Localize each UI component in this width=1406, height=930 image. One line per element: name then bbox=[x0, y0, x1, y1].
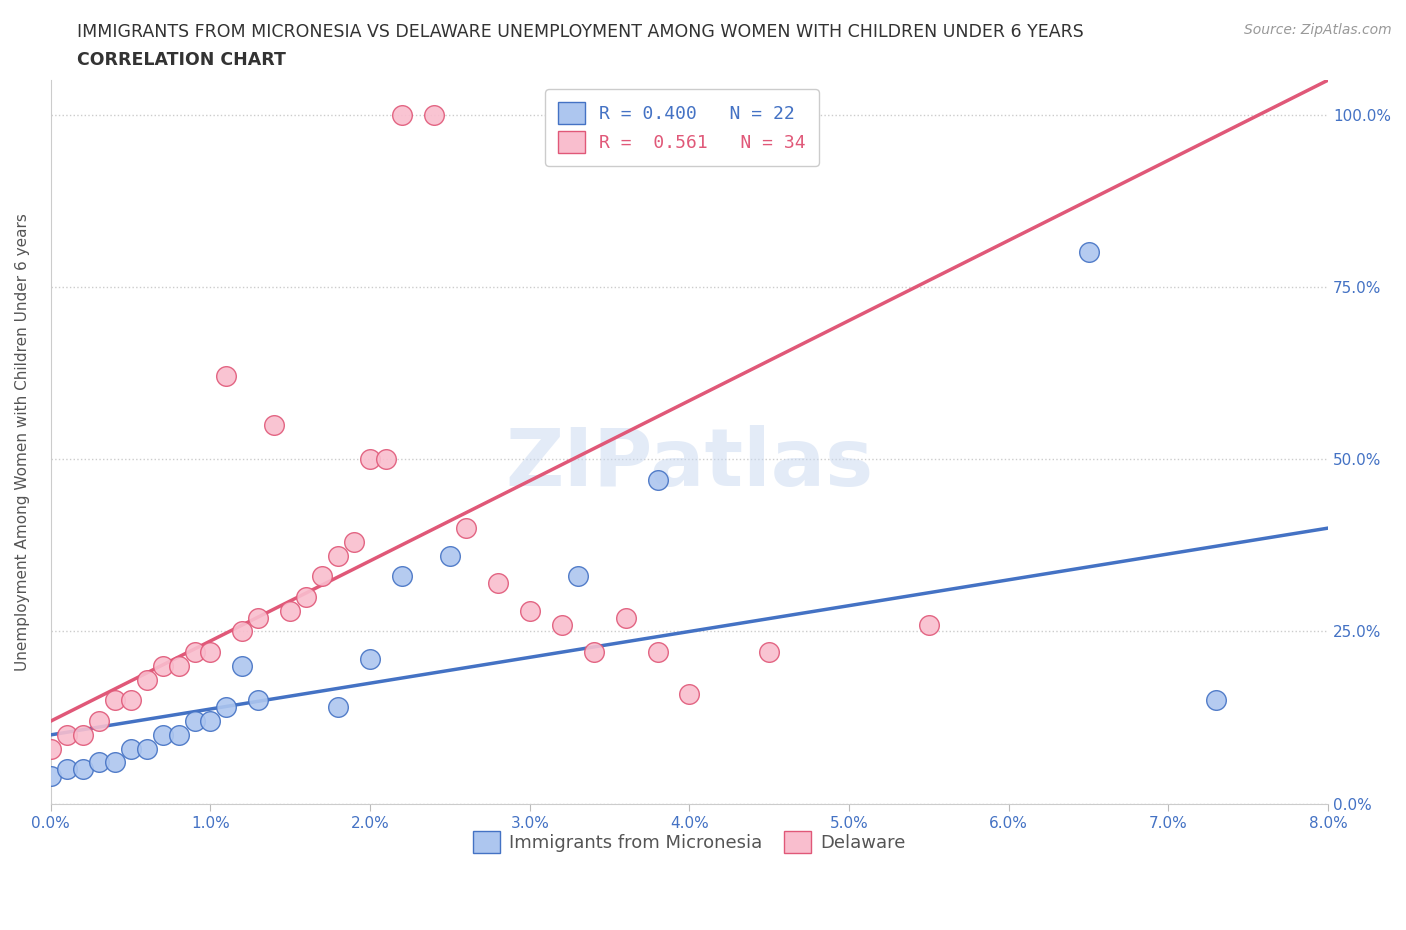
Point bbox=[758, 644, 780, 659]
Point bbox=[135, 672, 157, 687]
Point bbox=[359, 452, 381, 467]
Point bbox=[519, 604, 541, 618]
Point bbox=[247, 693, 270, 708]
Point bbox=[375, 452, 398, 467]
Point bbox=[104, 755, 127, 770]
Point bbox=[343, 535, 366, 550]
Text: IMMIGRANTS FROM MICRONESIA VS DELAWARE UNEMPLOYMENT AMONG WOMEN WITH CHILDREN UN: IMMIGRANTS FROM MICRONESIA VS DELAWARE U… bbox=[77, 23, 1084, 41]
Point bbox=[152, 658, 174, 673]
Point bbox=[200, 644, 222, 659]
Point bbox=[439, 548, 461, 563]
Point bbox=[1077, 245, 1099, 259]
Point bbox=[39, 741, 62, 756]
Point bbox=[87, 713, 110, 728]
Point bbox=[551, 618, 574, 632]
Point bbox=[167, 727, 190, 742]
Point bbox=[135, 741, 157, 756]
Text: ZIPatlas: ZIPatlas bbox=[505, 425, 873, 502]
Point bbox=[567, 569, 589, 584]
Point bbox=[678, 686, 700, 701]
Text: Source: ZipAtlas.com: Source: ZipAtlas.com bbox=[1244, 23, 1392, 37]
Point bbox=[423, 107, 446, 122]
Point bbox=[39, 769, 62, 784]
Point bbox=[72, 762, 94, 777]
Y-axis label: Unemployment Among Women with Children Under 6 years: Unemployment Among Women with Children U… bbox=[15, 213, 30, 671]
Point bbox=[231, 624, 253, 639]
Point bbox=[167, 658, 190, 673]
Point bbox=[647, 472, 669, 487]
Point bbox=[152, 727, 174, 742]
Point bbox=[183, 713, 205, 728]
Point bbox=[1205, 693, 1227, 708]
Point bbox=[72, 727, 94, 742]
Point bbox=[104, 693, 127, 708]
Text: CORRELATION CHART: CORRELATION CHART bbox=[77, 51, 287, 69]
Point bbox=[215, 700, 238, 715]
Point bbox=[614, 610, 637, 625]
Point bbox=[328, 700, 350, 715]
Point bbox=[359, 652, 381, 667]
Point bbox=[311, 569, 333, 584]
Point bbox=[56, 762, 79, 777]
Legend: Immigrants from Micronesia, Delaware: Immigrants from Micronesia, Delaware bbox=[465, 823, 912, 860]
Point bbox=[56, 727, 79, 742]
Point bbox=[391, 569, 413, 584]
Point bbox=[183, 644, 205, 659]
Point bbox=[295, 590, 318, 604]
Point bbox=[391, 107, 413, 122]
Point bbox=[87, 755, 110, 770]
Point bbox=[120, 741, 142, 756]
Point bbox=[328, 548, 350, 563]
Point bbox=[120, 693, 142, 708]
Point bbox=[231, 658, 253, 673]
Point bbox=[454, 521, 477, 536]
Point bbox=[647, 644, 669, 659]
Point bbox=[200, 713, 222, 728]
Point bbox=[918, 618, 941, 632]
Point bbox=[247, 610, 270, 625]
Point bbox=[263, 418, 285, 432]
Point bbox=[278, 604, 301, 618]
Point bbox=[215, 369, 238, 384]
Point bbox=[486, 576, 509, 591]
Point bbox=[582, 644, 605, 659]
